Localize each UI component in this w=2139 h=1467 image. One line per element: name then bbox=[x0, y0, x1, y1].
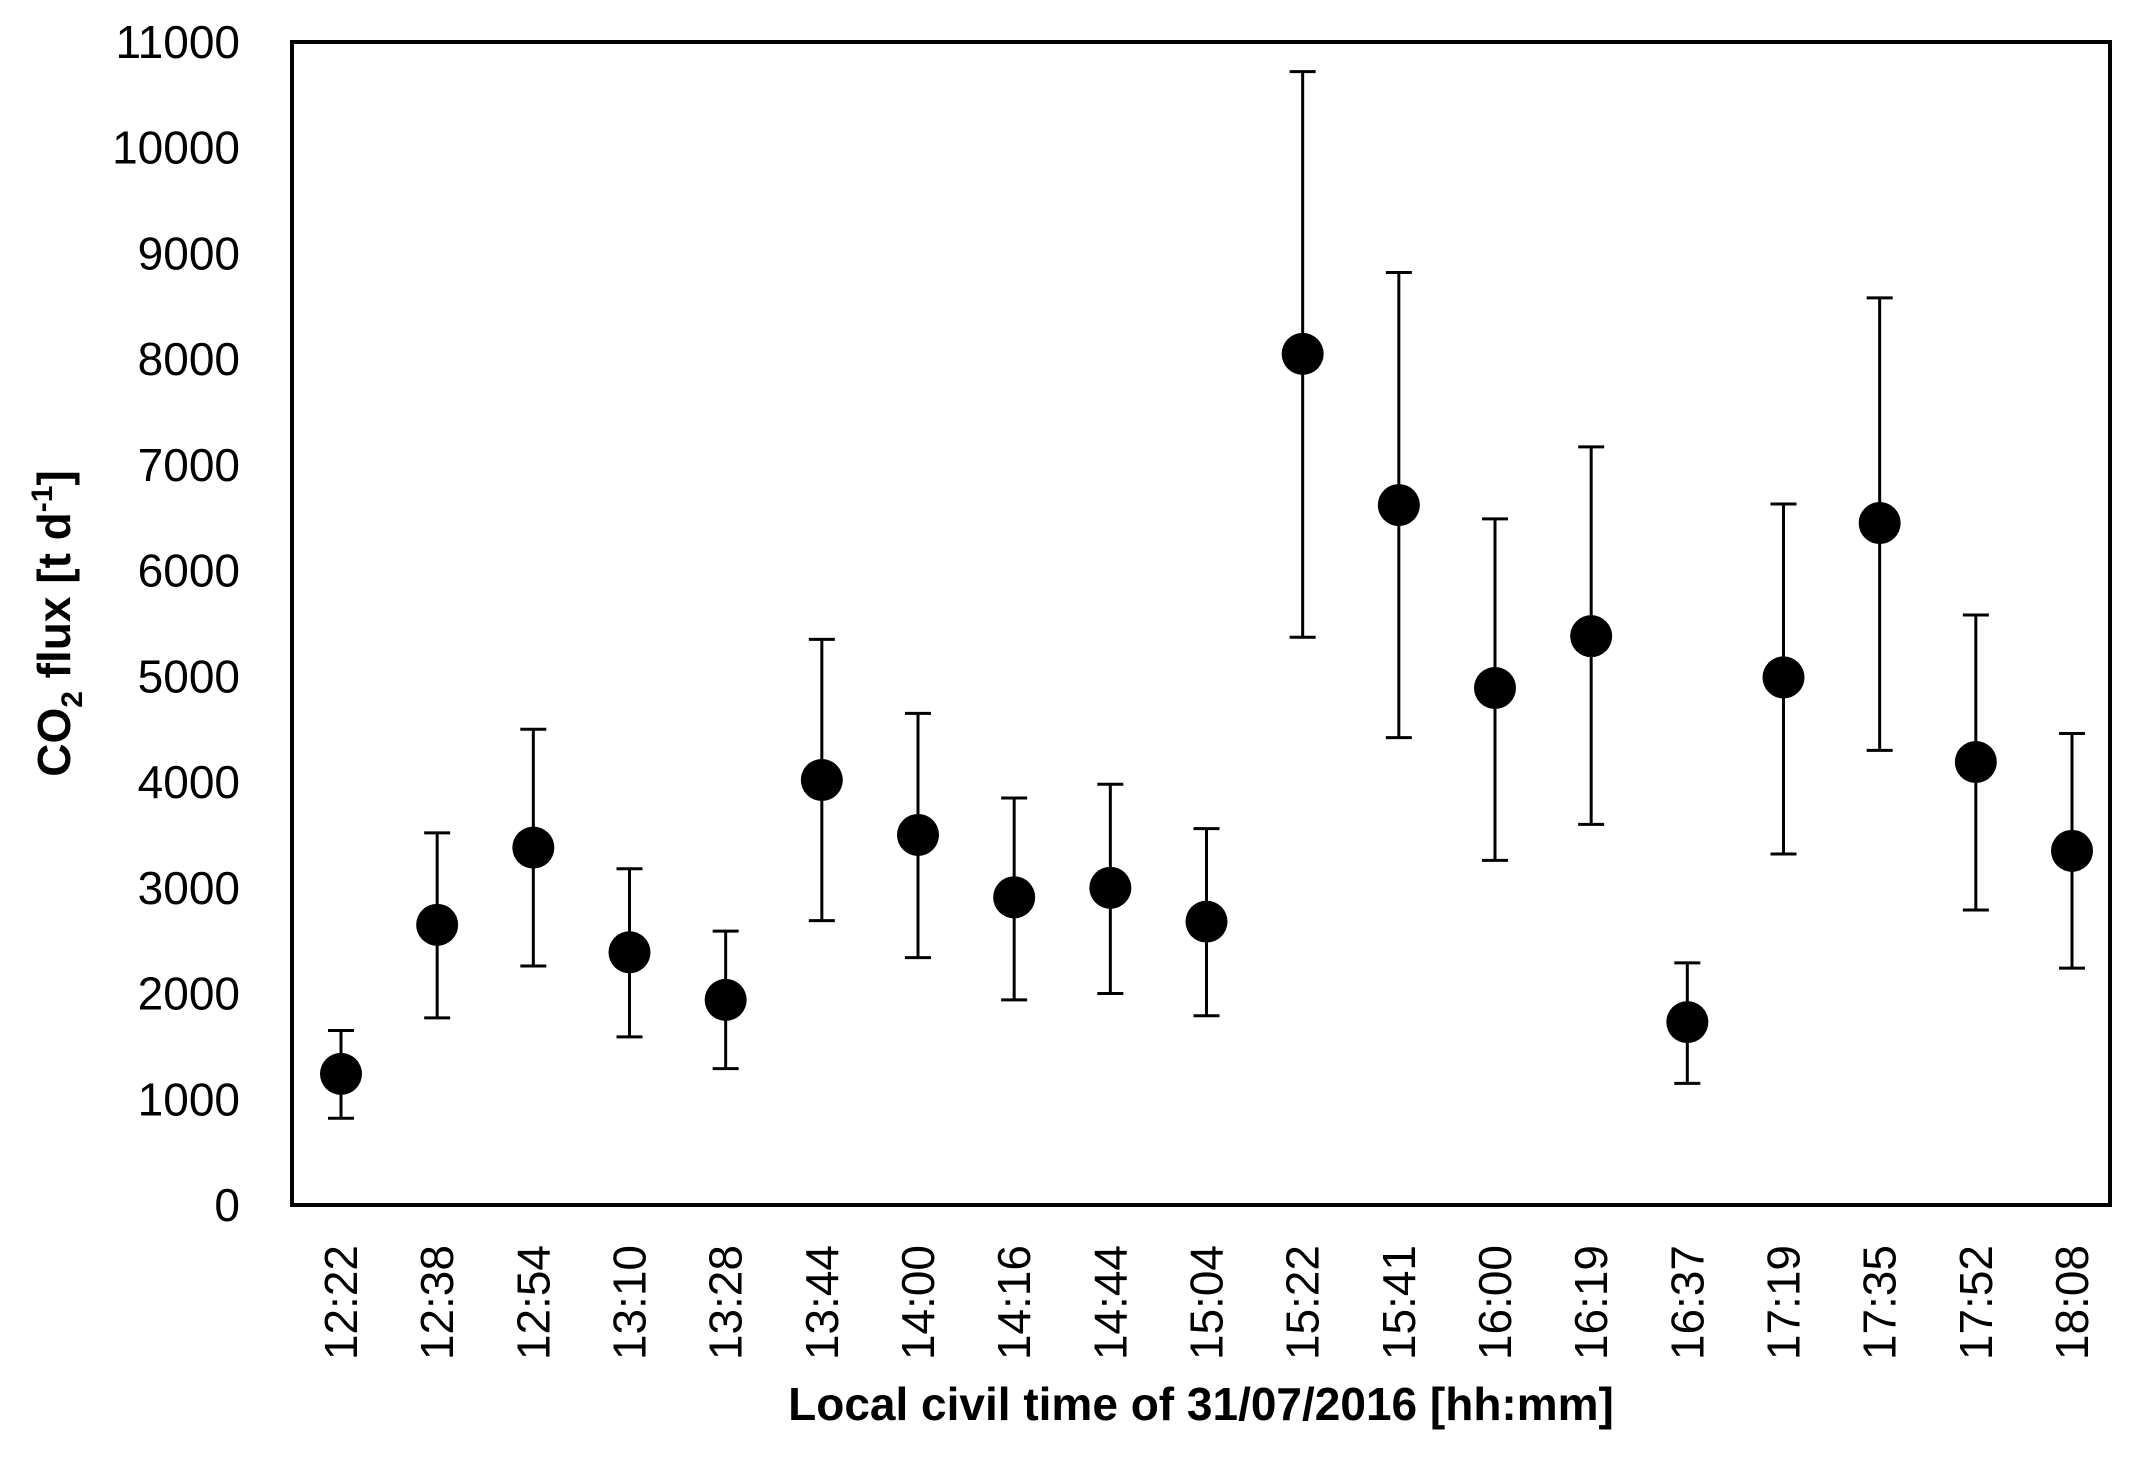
x-tick-label: 14:16 bbox=[988, 1245, 1040, 1360]
x-tick-label: 14:44 bbox=[1084, 1245, 1136, 1360]
x-tick-label: 13:28 bbox=[700, 1245, 752, 1360]
x-tick-label: 12:22 bbox=[315, 1245, 367, 1360]
data-point bbox=[416, 903, 459, 946]
data-points bbox=[320, 332, 2093, 1095]
y-tick-labels: 0 1000 2000 3000 4000 5000 6000 7000 8000 9000 100… bbox=[112, 16, 240, 1231]
data-point bbox=[800, 758, 843, 801]
data-point bbox=[1089, 866, 1132, 909]
y-tick-label: 6000 bbox=[138, 545, 240, 597]
data-point bbox=[1281, 332, 1324, 375]
data-point bbox=[2051, 829, 2093, 872]
x-tick-label: 15:04 bbox=[1181, 1245, 1233, 1360]
x-tick-label: 12:38 bbox=[411, 1245, 463, 1360]
x-tick-labels: 12:22 12:38 12:54 13:10 13:28 13:44 14:00 14:16… bbox=[315, 1245, 2098, 1360]
data-point bbox=[1762, 656, 1805, 699]
y-tick-label: 4000 bbox=[138, 756, 240, 808]
x-tick-label: 14:00 bbox=[892, 1245, 944, 1360]
data-point bbox=[608, 931, 651, 974]
y-axis-title-subscript: 2 bbox=[56, 691, 89, 708]
y-axis-title-suffix: ] bbox=[28, 470, 80, 485]
data-point bbox=[1858, 502, 1901, 545]
x-tick-label: 12:54 bbox=[507, 1245, 559, 1360]
y-tick-label: 3000 bbox=[138, 862, 240, 914]
data-point bbox=[704, 978, 747, 1021]
y-tick-label: 5000 bbox=[138, 650, 240, 702]
y-tick-label: 0 bbox=[214, 1179, 240, 1231]
data-point bbox=[1954, 741, 1997, 784]
x-axis-title: Local civil time of 31/07/2016 [hh:mm] bbox=[788, 1378, 1614, 1430]
y-axis-title-middle: flux [t d bbox=[28, 512, 80, 691]
y-tick-label: 9000 bbox=[138, 227, 240, 279]
data-point bbox=[1185, 900, 1228, 943]
data-point bbox=[897, 813, 939, 856]
x-tick-label: 13:44 bbox=[796, 1245, 848, 1360]
data-point bbox=[1570, 615, 1613, 658]
x-tick-label: 18:08 bbox=[2046, 1245, 2098, 1360]
y-tick-label: 11000 bbox=[115, 16, 240, 68]
y-tick-label: 1000 bbox=[138, 1073, 240, 1125]
y-tick-label: 7000 bbox=[138, 439, 240, 491]
x-tick-label: 16:00 bbox=[1469, 1245, 1521, 1360]
y-tick-label: 2000 bbox=[138, 968, 240, 1020]
x-tick-label: 17:52 bbox=[1950, 1245, 2002, 1360]
x-tick-label: 16:37 bbox=[1661, 1245, 1713, 1360]
y-axis-title-prefix: CO bbox=[28, 708, 80, 777]
x-tick-label: 15:41 bbox=[1373, 1245, 1425, 1360]
y-tick-label: 10000 bbox=[112, 122, 240, 174]
y-axis-title-superscript: -1 bbox=[26, 486, 59, 513]
data-point bbox=[1377, 484, 1420, 527]
x-tick-label: 15:22 bbox=[1277, 1245, 1329, 1360]
data-point bbox=[320, 1052, 362, 1095]
x-tick-label: 13:10 bbox=[604, 1245, 656, 1360]
data-point bbox=[512, 826, 555, 869]
data-point bbox=[1474, 666, 1516, 709]
y-tick-label: 8000 bbox=[138, 333, 240, 385]
x-tick-label: 17:19 bbox=[1758, 1245, 1810, 1360]
data-point bbox=[1666, 1001, 1709, 1044]
y-axis-title: CO2 flux [t d-1] bbox=[26, 470, 89, 777]
data-point bbox=[993, 876, 1036, 919]
plot-area-frame bbox=[290, 40, 2112, 1207]
x-tick-label: 16:19 bbox=[1565, 1245, 1617, 1360]
x-tick-label: 17:35 bbox=[1854, 1245, 1906, 1360]
